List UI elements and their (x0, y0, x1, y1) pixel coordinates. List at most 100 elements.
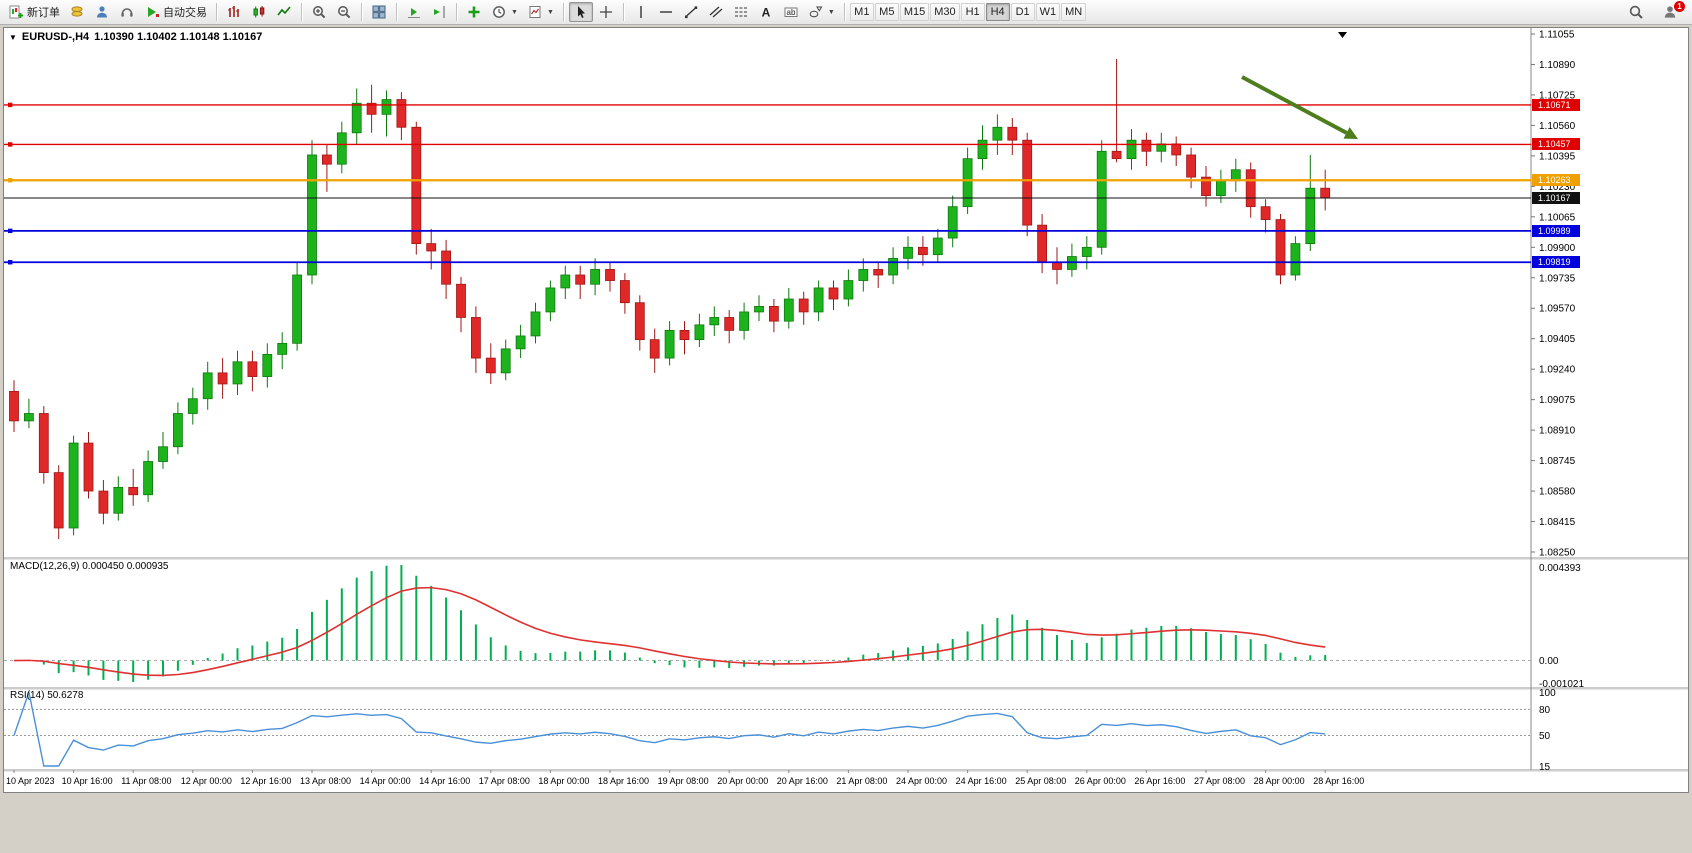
toolbar-right: 1 (1624, 1, 1688, 22)
cursor-button[interactable] (568, 2, 593, 22)
community-button[interactable] (90, 2, 114, 22)
candles-chart-button[interactable] (247, 2, 271, 22)
zoom-out-icon (336, 4, 352, 20)
chart-canvas[interactable]: 1.11055 1.10890 1.10725 1.10560 1.10395 1.102… (4, 28, 1688, 790)
tile-windows-button[interactable] (367, 2, 391, 22)
shift-icon (431, 4, 447, 20)
svg-text:1.09735: 1.09735 (1539, 273, 1576, 284)
crosshair-icon (598, 4, 614, 20)
fibo-icon (733, 4, 749, 20)
svg-text:11 Apr 08:00: 11 Apr 08:00 (121, 776, 171, 786)
shapes-button[interactable]: ▼ (804, 2, 839, 22)
equidistant-channel-button[interactable] (704, 2, 728, 22)
price-line-badge: 1.10263 (1532, 174, 1580, 187)
tf-h4-button[interactable]: H4 (985, 3, 1010, 21)
tf-m5-button[interactable]: M5 (874, 3, 899, 21)
support-button[interactable] (115, 2, 139, 22)
toolbar-separator (843, 3, 845, 21)
deposit-button[interactable] (65, 2, 89, 22)
text-icon: A (758, 4, 774, 20)
svg-text:27 Apr 08:00: 27 Apr 08:00 (1194, 776, 1245, 786)
label-icon: ab (783, 4, 799, 20)
svg-text:26 Apr 00:00: 26 Apr 00:00 (1075, 776, 1126, 786)
toolbar-separator (216, 3, 217, 21)
tf-m15-button[interactable]: M15 (899, 3, 930, 21)
auto-trading-button[interactable]: 自动交易 (140, 2, 211, 22)
candles-icon (251, 4, 267, 20)
templates-button[interactable]: ▼ (523, 2, 558, 22)
chart-corner-arrow-icon[interactable] (1338, 32, 1347, 38)
auto-scroll-button[interactable] (402, 2, 426, 22)
tf-d1-button[interactable]: D1 (1010, 3, 1035, 21)
chevron-down-icon[interactable]: ▼ (827, 8, 835, 16)
zoom-in-button[interactable] (307, 2, 331, 22)
toolbar-separator (361, 3, 362, 21)
svg-text:13 Apr 08:00: 13 Apr 08:00 (300, 776, 351, 786)
svg-text:1.10725: 1.10725 (1539, 90, 1576, 101)
price-line-badge: 1.10457 (1532, 138, 1580, 151)
svg-text:24 Apr 00:00: 24 Apr 00:00 (896, 776, 947, 786)
svg-text:1.10395: 1.10395 (1539, 151, 1576, 162)
bars-icon (226, 4, 242, 20)
account-button[interactable]: 1 (1658, 1, 1685, 22)
text-button[interactable]: A (754, 2, 778, 22)
chart-ohlc-values: 1.10390 1.10402 1.10148 1.10167 (94, 31, 263, 43)
svg-text:ab: ab (786, 8, 795, 17)
crosshair-button[interactable] (594, 2, 618, 22)
search-button[interactable] (1624, 2, 1648, 22)
new-order-label: 新订单 (27, 7, 60, 19)
svg-text:0.00: 0.00 (1539, 656, 1559, 667)
autotrade-icon (144, 4, 160, 20)
tf-w1-button[interactable]: W1 (1035, 3, 1061, 21)
shapes-icon (808, 4, 824, 20)
time-axis: 10 Apr 2023 10 Apr 16:00 11 Apr 08:00 12 Ap… (6, 770, 1364, 786)
trendline-button[interactable] (679, 2, 703, 22)
price-axis: 1.11055 1.10890 1.10725 1.10560 1.10395 1.102… (1531, 30, 1576, 559)
zoom-out-button[interactable] (332, 2, 356, 22)
tf-m30-label: M30 (934, 6, 956, 18)
svg-text:1.09405: 1.09405 (1539, 334, 1576, 345)
chevron-down-icon[interactable]: ▼ (511, 8, 518, 16)
tf-h1-label: H1 (965, 6, 980, 18)
cursor-icon (573, 4, 589, 20)
svg-text:28 Apr 00:00: 28 Apr 00:00 (1254, 776, 1305, 786)
macd-histogram (27, 565, 1327, 682)
svg-text:1.08250: 1.08250 (1539, 548, 1576, 559)
svg-text:1.08745: 1.08745 (1539, 456, 1576, 467)
svg-text:17 Apr 08:00: 17 Apr 08:00 (479, 776, 530, 786)
svg-text:14 Apr 16:00: 14 Apr 16:00 (419, 776, 470, 786)
hline-icon (658, 4, 674, 20)
tf-m1-button[interactable]: M1 (849, 3, 874, 21)
new-order-button[interactable]: 新订单 (4, 2, 64, 22)
line-chart-button[interactable] (272, 2, 296, 22)
fibonacci-button[interactable] (729, 2, 753, 22)
svg-text:0.004393: 0.004393 (1539, 563, 1581, 574)
text-label-button[interactable]: ab (779, 2, 803, 22)
channel-icon (708, 4, 724, 20)
tf-h1-button[interactable]: H1 (960, 3, 985, 21)
horizontal-line-button[interactable] (654, 2, 678, 22)
svg-text:1.09570: 1.09570 (1539, 304, 1576, 315)
vline-icon (633, 4, 649, 20)
indicators-button[interactable] (462, 2, 486, 22)
horizontal-lines[interactable] (4, 102, 1531, 265)
tf-mn-button[interactable]: MN (1061, 3, 1087, 21)
candles-layer (9, 58, 1331, 540)
toolbar-separator (562, 3, 564, 21)
svg-text:1.09240: 1.09240 (1539, 365, 1576, 376)
price-line-badge: 1.09989 (1532, 224, 1580, 237)
svg-text:12 Apr 00:00: 12 Apr 00:00 (181, 776, 232, 786)
rsi-label: RSI(14) 50.6278 (10, 690, 84, 701)
symbol-dropdown-icon[interactable]: ▼ (9, 32, 17, 42)
tf-d1-label: D1 (1015, 6, 1030, 18)
trend-arrow[interactable] (1241, 75, 1358, 139)
vertical-line-button[interactable] (629, 2, 653, 22)
chevron-down-icon[interactable]: ▼ (546, 8, 554, 16)
tf-m30-button[interactable]: M30 (930, 3, 960, 21)
search-icon (1628, 4, 1644, 20)
chart-shift-button[interactable] (427, 2, 451, 22)
bars-chart-button[interactable] (222, 2, 246, 22)
price-line-badge: 1.09819 (1532, 256, 1580, 269)
periods-button[interactable]: ▼ (487, 2, 522, 22)
